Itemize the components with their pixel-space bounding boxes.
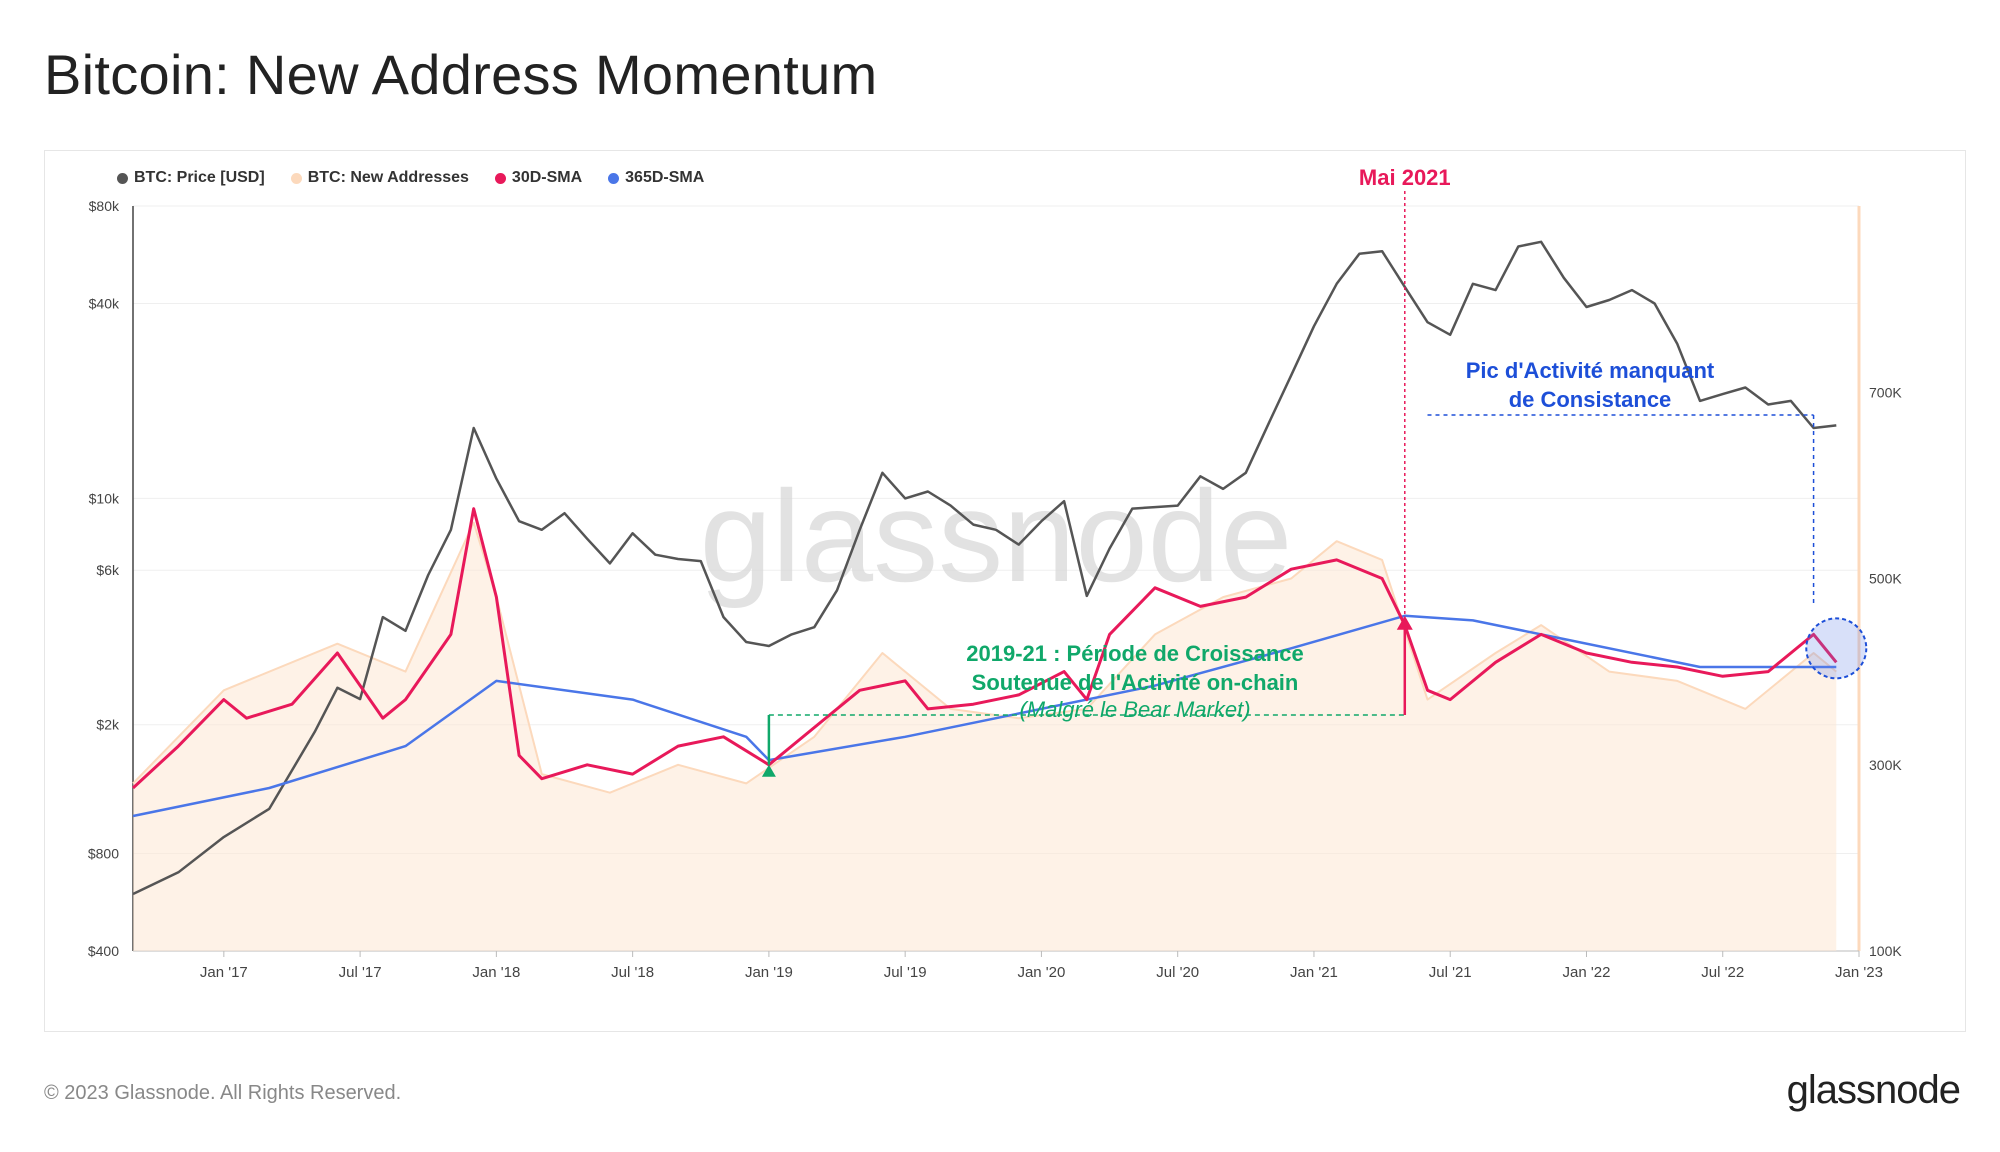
legend-label: BTC: Price [USD] [134, 169, 265, 186]
annotation-pic-line2: de Consistance [1509, 387, 1672, 412]
x-tick-label: Jan '22 [1563, 964, 1611, 981]
y-right-tick-label: 700K [1869, 384, 1902, 400]
legend-label: 30D-SMA [511, 169, 583, 186]
y-left-tick-label: $80k [89, 198, 120, 214]
y-left-tick-label: $6k [96, 562, 120, 578]
price-line [132, 240, 1837, 896]
legend-swatch [608, 172, 620, 184]
y-left-tick-label: $40k [89, 295, 120, 311]
x-tick-label: Jan '23 [1835, 964, 1883, 981]
x-tick-label: Jan '20 [1017, 964, 1065, 981]
x-tick-label: Jul '21 [1429, 964, 1472, 981]
x-tick-label: Jul '20 [1156, 964, 1199, 981]
legend-swatch [117, 172, 128, 184]
legend-item-new-addresses[interactable]: BTC: New Addresses [290, 169, 469, 187]
page-title: Bitcoin: New Address Momentum [44, 43, 878, 106]
chart-legend: BTC: Price [USD] BTC: New Addresses 30D-… [117, 169, 704, 187]
legend-swatch [290, 172, 302, 184]
x-tick-label: Jul '18 [611, 964, 654, 981]
y-left-tick-label: $800 [88, 846, 119, 862]
sma30-line [131, 507, 1838, 790]
annotation-growth-line3: (Malgré le Bear Market) [1019, 697, 1250, 722]
red-arrow-head [1396, 615, 1413, 630]
chart-svg: glassnode $400 $800 $2k $6k $10k $40k $80k 100K 3… [88, 165, 1903, 981]
legend-item-price[interactable]: BTC: Price [USD] [117, 169, 265, 187]
green-arrow-head [761, 764, 776, 777]
y-right-tick-label: 300K [1869, 757, 1902, 773]
y-left-tick-label: $10k [89, 490, 120, 506]
legend-item-365d-sma[interactable]: 365D-SMA [608, 169, 704, 187]
legend-label: 365D-SMA [625, 169, 705, 186]
chart-card: BTC: Price [USD] BTC: New Addresses 30D-… [44, 150, 1966, 1032]
legend-swatch [494, 172, 506, 184]
watermark-text: glassnode [700, 463, 1293, 609]
annotation-growth-line1: 2019-21 : Période de Croissance [966, 641, 1304, 666]
copyright-text: © 2023 Glassnode. All Rights Reserved. [44, 1082, 402, 1104]
highlight-circle [1805, 617, 1868, 680]
x-tick-label: Jan '17 [200, 964, 248, 981]
legend-item-30d-sma[interactable]: 30D-SMA [494, 169, 583, 187]
x-tick-label: Jan '19 [745, 964, 793, 981]
y-left-tick-label: $400 [88, 943, 119, 959]
sma365-line [132, 614, 1837, 818]
x-tick-label: Jul '17 [339, 964, 382, 981]
y-right-tick-label: 100K [1869, 943, 1902, 959]
brand-logo: glassnode [1786, 1068, 1961, 1112]
legend-label: BTC: New Addresses [307, 169, 469, 186]
x-tick-label: Jan '21 [1290, 964, 1338, 981]
x-tick-label: Jul '19 [884, 964, 927, 981]
annotation-mai-2021: Mai 2021 [1359, 165, 1451, 190]
new-addresses-area [133, 522, 1837, 951]
annotation-pic-line1: Pic d'Activité manquant [1466, 358, 1715, 383]
y-left-tick-label: $2k [96, 717, 120, 733]
y-right-tick-label: 500K [1869, 571, 1902, 587]
x-tick-label: Jul '22 [1701, 964, 1744, 981]
annotation-growth-line2: Soutenue de l'Activité on-chain [972, 670, 1299, 695]
x-tick-label: Jan '18 [472, 964, 520, 981]
